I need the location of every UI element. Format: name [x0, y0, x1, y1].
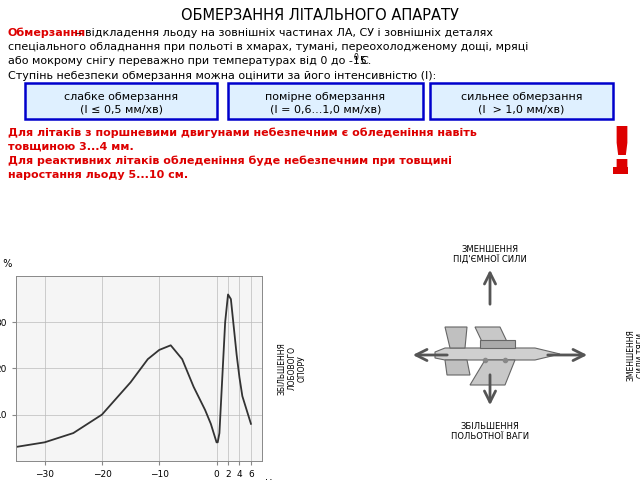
- FancyBboxPatch shape: [25, 83, 217, 119]
- Text: !: !: [607, 124, 635, 183]
- Text: товщиною 3...4 мм.: товщиною 3...4 мм.: [8, 142, 134, 152]
- Text: Для реактивних літаків обледеніння буде небезпечним при товщині: Для реактивних літаків обледеніння буде …: [8, 156, 452, 167]
- Polygon shape: [470, 360, 515, 385]
- Text: ОБМЕРЗАННЯ ЛІТАЛЬНОГО АПАРАТУ: ОБМЕРЗАННЯ ЛІТАЛЬНОГО АПАРАТУ: [181, 8, 459, 23]
- Text: Для літаків з поршневими двигунами небезпечним є обледеніння навіть: Для літаків з поршневими двигунами небез…: [8, 128, 477, 139]
- Text: (І = 0,6...1,0 мм/хв): (І = 0,6...1,0 мм/хв): [270, 105, 381, 115]
- FancyBboxPatch shape: [613, 167, 628, 174]
- Text: сильнее обмерзання: сильнее обмерзання: [461, 92, 582, 102]
- Text: наростання льоду 5...10 см.: наростання льоду 5...10 см.: [8, 170, 188, 180]
- Text: ЗБІЛЬШЕННЯ
ЛОБОВОГО
ОПОРУ: ЗБІЛЬШЕННЯ ЛОБОВОГО ОПОРУ: [277, 342, 307, 395]
- Polygon shape: [435, 348, 560, 360]
- Text: Ступінь небезпеки обмерзання можна оцінити за його інтенсивністю (І):: Ступінь небезпеки обмерзання можна оціни…: [8, 71, 436, 81]
- Polygon shape: [560, 354, 580, 355]
- Text: ЗМЕНШЕННЯ
СИЛИ ТЯГИ: ЗМЕНШЕННЯ СИЛИ ТЯГИ: [627, 329, 640, 381]
- Text: (І  > 1,0 мм/хв): (І > 1,0 мм/хв): [478, 105, 564, 115]
- Text: С.: С.: [360, 56, 371, 66]
- Text: помірне обмерзання: помірне обмерзання: [266, 92, 385, 102]
- FancyBboxPatch shape: [228, 83, 423, 119]
- Text: Обмерзання: Обмерзання: [8, 28, 86, 38]
- Text: слабке обмерзання: слабке обмерзання: [64, 92, 178, 102]
- Polygon shape: [475, 327, 510, 348]
- Text: ЗБІЛЬШЕННЯ
ПОЛЬОТНОЇ ВАГИ: ЗБІЛЬШЕННЯ ПОЛЬОТНОЇ ВАГИ: [451, 422, 529, 442]
- Polygon shape: [445, 360, 470, 375]
- Text: або мокрому снігу переважно при температурах від 0 до -15: або мокрому снігу переважно при температ…: [8, 56, 367, 66]
- Text: (І ≤ 0,5 мм/хв): (І ≤ 0,5 мм/хв): [79, 105, 163, 115]
- Text: ЗМЕНШЕННЯ
ПІД'ЄМНОЇ СИЛИ: ЗМЕНШЕННЯ ПІД'ЄМНОЇ СИЛИ: [453, 245, 527, 265]
- Text: Н, км: Н, км: [265, 479, 292, 480]
- Text: спеціального обладнання при польоті в хмарах, тумані, переохолодженому дощі, мря: спеціального обладнання при польоті в хм…: [8, 42, 529, 52]
- Polygon shape: [445, 327, 467, 348]
- Text: Р, %: Р, %: [0, 259, 13, 269]
- FancyBboxPatch shape: [430, 83, 613, 119]
- Text: 0: 0: [354, 53, 359, 62]
- Text: – відкладення льоду на зовнішніх частинах ЛА, СУ і зовнішніх деталях: – відкладення льоду на зовнішніх частина…: [76, 28, 493, 38]
- FancyBboxPatch shape: [480, 340, 515, 348]
